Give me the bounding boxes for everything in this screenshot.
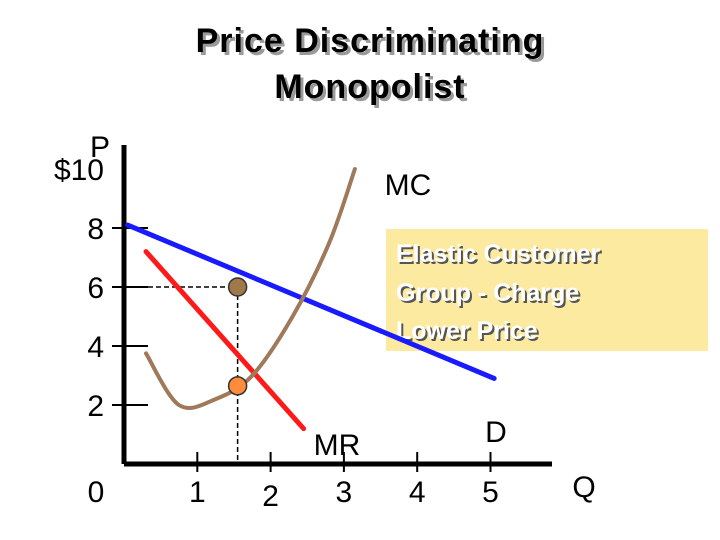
annotation-shadow-line-3: Lower Price xyxy=(398,319,540,347)
series-d-line xyxy=(125,222,497,381)
annotation-line-3: Lower Price xyxy=(396,317,538,345)
y-tick-label-4: $10 xyxy=(54,154,104,187)
mr-curve-label: MR xyxy=(314,429,361,462)
chart-title-shadow-line-2: Monopolist xyxy=(277,71,468,109)
x-tick-label-4: 4 xyxy=(409,476,426,509)
x-axis-label: Q xyxy=(572,471,595,504)
labels: MC D MR P Q xyxy=(90,131,596,504)
demand-curve-label: D xyxy=(485,416,507,449)
x-tick-label-1: 1 xyxy=(189,476,206,509)
marker-point-2 xyxy=(227,376,248,396)
annotation-line-1: Elastic Customer xyxy=(396,240,601,268)
y-tick-label-2: 6 xyxy=(87,272,104,305)
y-tick-label-0: 2 xyxy=(87,390,104,423)
markers xyxy=(227,277,248,396)
x-tick-label-0: 0 xyxy=(88,476,105,509)
x-tick-label-5: 5 xyxy=(482,476,499,509)
annotation-shadow-line-2: Group - Charge xyxy=(398,281,581,309)
chart-title-shadow-line-1: Price Discriminating xyxy=(199,25,548,63)
mc-curve-label: MC xyxy=(385,169,432,202)
axes xyxy=(121,145,552,467)
guide-lines xyxy=(124,286,239,464)
y-tick-label-1: 4 xyxy=(87,331,104,364)
annotation-background xyxy=(386,229,708,351)
x-tick-label-3: 3 xyxy=(336,476,353,509)
chart-title-line-1: Price Discriminating xyxy=(196,22,545,60)
annotation-line-2: Group - Charge xyxy=(396,279,579,307)
series-mc-line xyxy=(143,167,357,410)
y-axis-label: P xyxy=(90,131,110,164)
marker-point-1 xyxy=(227,277,248,297)
annotation-shadow-line-1: Elastic Customer xyxy=(398,242,603,270)
chart-title-line-2: Monopolist xyxy=(274,68,465,106)
ticks: 2 4 6 8 $10 0 1 2 3 4 5 xyxy=(54,154,499,513)
series-mr-line xyxy=(143,249,307,432)
x-tick-label-2: 2 xyxy=(262,480,279,513)
series-lines xyxy=(125,167,497,432)
y-tick-label-3: 8 xyxy=(87,213,104,246)
